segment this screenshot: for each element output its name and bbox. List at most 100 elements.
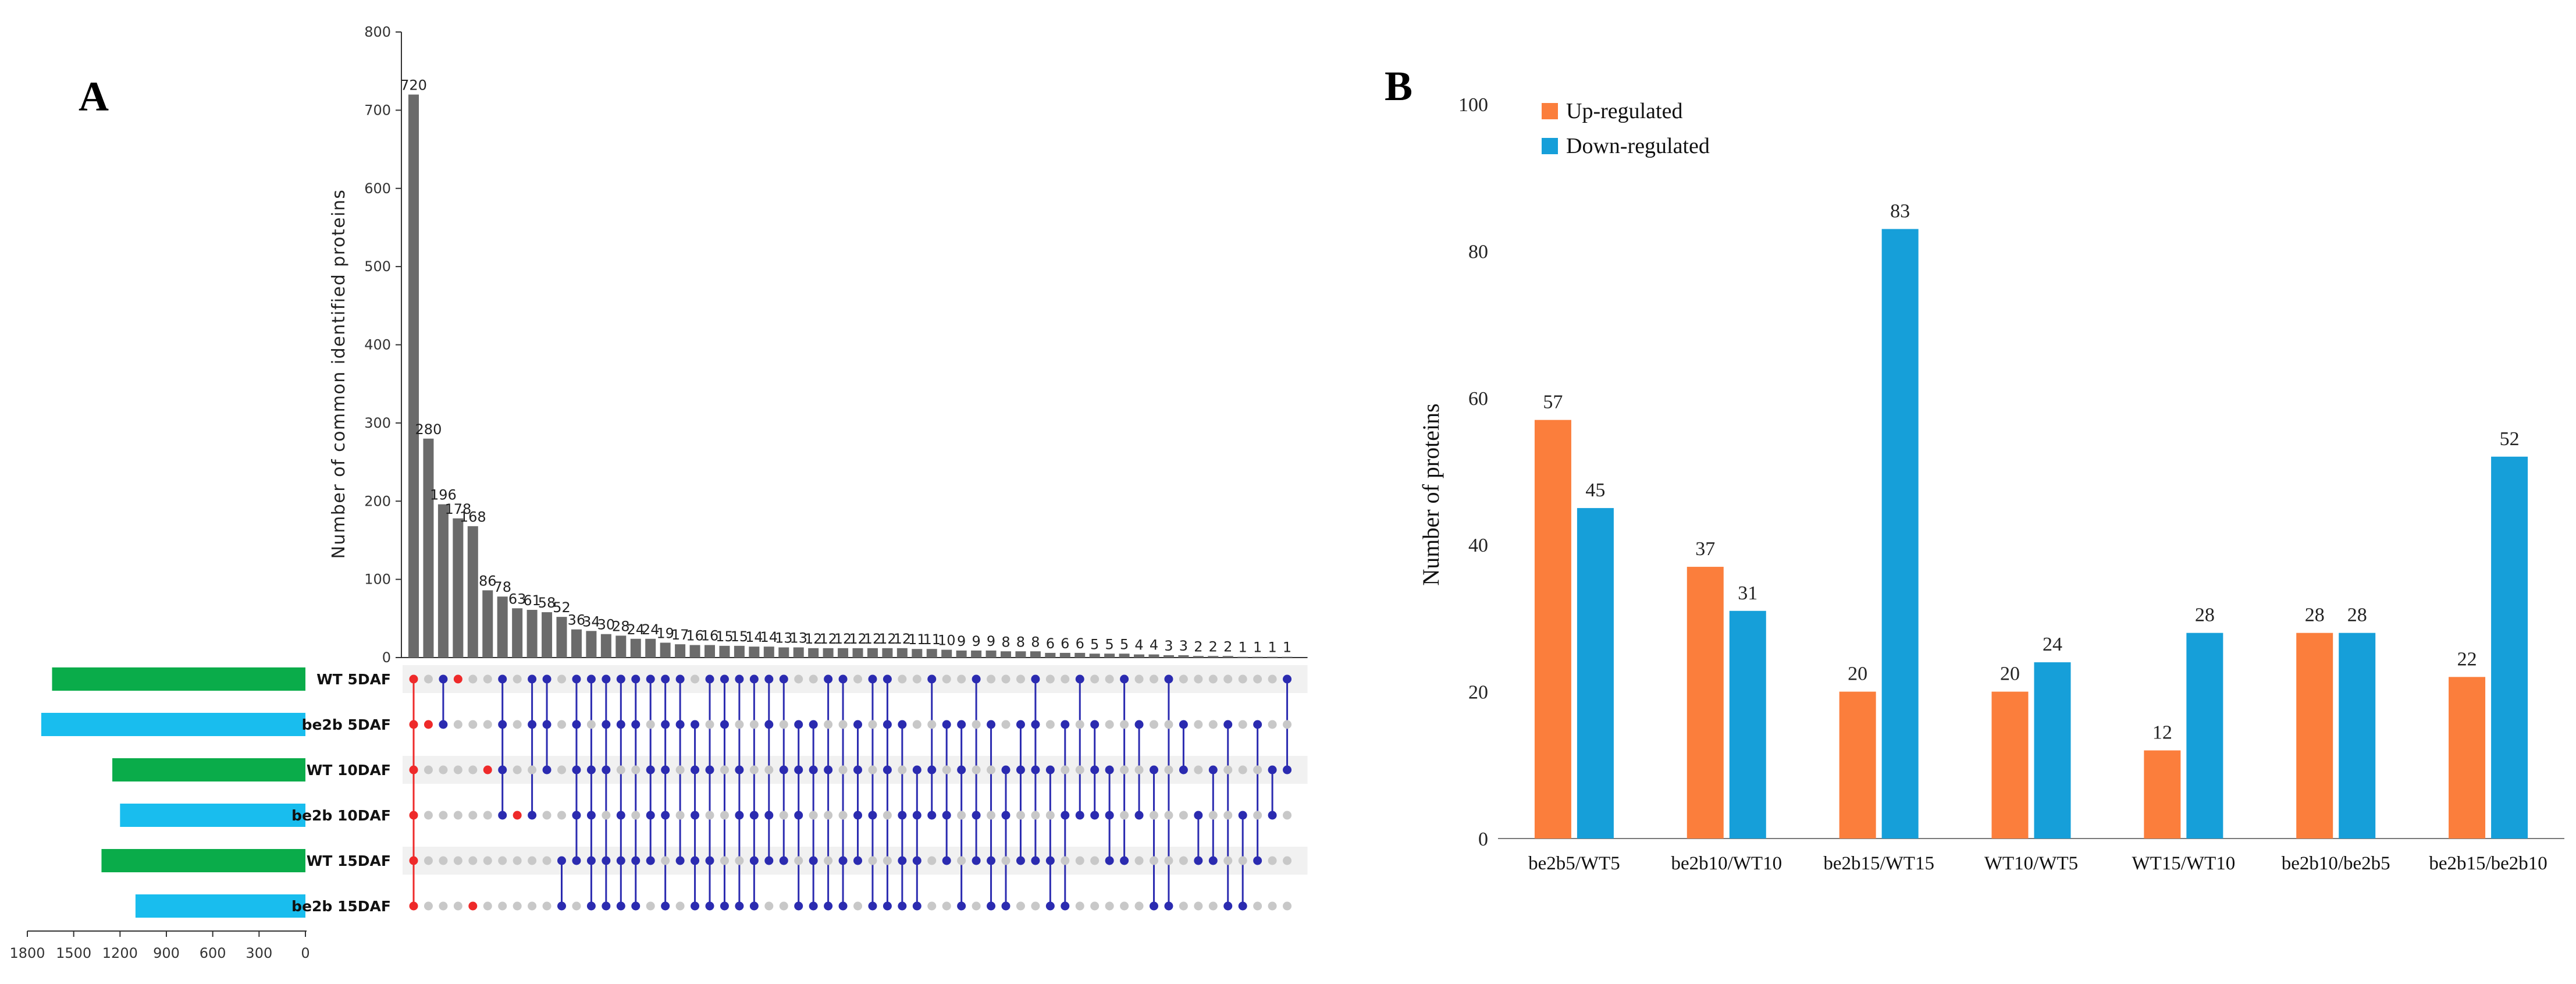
y-tick-label: 500 [364, 258, 391, 275]
matrix-dot-active [1045, 856, 1055, 865]
matrix-dot-active [957, 765, 966, 775]
matrix-dot-inactive [1016, 811, 1025, 820]
matrix-dot-active [794, 720, 803, 729]
intersection-value-label: 280 [415, 421, 442, 438]
matrix-dot-inactive [1105, 674, 1114, 684]
matrix-dot-active [764, 856, 774, 865]
intersection-bar [941, 649, 952, 658]
matrix-dot-active [1090, 811, 1100, 820]
matrix-dot-inactive [1179, 811, 1188, 820]
matrix-dot-active [409, 674, 418, 684]
matrix-dot-active [572, 765, 581, 775]
matrix-dot-inactive [557, 720, 566, 729]
matrix-dot-inactive [957, 811, 966, 820]
matrix-dot-inactive [453, 720, 462, 729]
matrix-dot-inactive [1105, 720, 1114, 729]
matrix-dot-inactive [809, 811, 818, 820]
matrix-dot-active [616, 720, 625, 729]
matrix-dot-inactive [468, 811, 478, 820]
matrix-dot-active [705, 901, 714, 911]
intersection-value-label: 12 [805, 631, 823, 647]
matrix-dot-inactive [749, 765, 759, 775]
matrix-dot-inactive [824, 811, 833, 820]
intersection-bar [793, 647, 804, 658]
matrix-dot-inactive [898, 765, 907, 775]
matrix-dot-active [1031, 856, 1040, 865]
intersection-value-label: 12 [834, 631, 852, 647]
matrix-dot-active [1031, 765, 1040, 775]
matrix-dot-inactive [883, 856, 892, 865]
matrix-dot-inactive [661, 856, 670, 865]
matrix-dot-active [735, 765, 744, 775]
matrix-dot-inactive [468, 856, 478, 865]
matrix-dot-active [883, 901, 892, 911]
y-tick-label: 60 [1468, 388, 1488, 410]
matrix-dot-active [1164, 901, 1173, 911]
intersection-value-label: 61 [523, 592, 541, 609]
matrix-dot-active [705, 674, 714, 684]
bar-up [1839, 691, 1876, 839]
bar-value-label: 28 [2305, 605, 2325, 626]
intersection-bar [689, 645, 700, 658]
bar-value-label: 12 [2152, 722, 2172, 744]
matrix-dot-inactive [972, 765, 981, 775]
matrix-dot-active [1105, 856, 1114, 865]
intersection-bar [852, 648, 863, 658]
intersection-value-label: 86 [479, 573, 497, 589]
matrix-dot-active [675, 856, 685, 865]
matrix-dot-inactive [927, 856, 937, 865]
matrix-dot-active [1120, 674, 1129, 684]
matrix-dot-active [498, 720, 507, 729]
matrix-dot-active [572, 674, 581, 684]
matrix-dot-active [557, 901, 566, 911]
legend-swatch [1542, 138, 1558, 154]
bar-value-label: 83 [1890, 201, 1910, 222]
panel-b: B 0 20 40 60 80 100 Number of proteins 57 45 be2b… [1355, 0, 2576, 984]
intersection-value-label: 15 [716, 628, 734, 645]
matrix-dot-inactive [1179, 674, 1188, 684]
intersection-bar [705, 645, 715, 658]
intersection-bar [1059, 652, 1070, 658]
matrix-dot-inactive [824, 856, 833, 865]
matrix-dot-inactive [542, 856, 552, 865]
set-size-bar [112, 758, 306, 781]
matrix-dot-inactive [705, 720, 714, 729]
intersection-value-label: 5 [1120, 636, 1129, 652]
intersection-value-label: 4 [1150, 637, 1158, 653]
intersection-value-label: 1 [1253, 640, 1262, 656]
matrix-dot-active [838, 901, 848, 911]
matrix-dot-active [720, 901, 729, 911]
set-name-label: WT 10DAF [307, 762, 391, 779]
matrix-dot-active [794, 765, 803, 775]
matrix-dot-active [1179, 765, 1188, 775]
matrix-dot-inactive [1105, 901, 1114, 911]
matrix-dot-inactive [720, 856, 729, 865]
matrix-dot-active [942, 856, 951, 865]
matrix-dot-inactive [483, 901, 492, 911]
matrix-dot-inactive [957, 856, 966, 865]
intersection-value-label: 63 [508, 591, 526, 607]
bar-value-label: 45 [1585, 479, 1605, 501]
matrix-dot-inactive [838, 765, 848, 775]
intersection-value-label: 1 [1268, 640, 1276, 656]
matrix-dot-active [1090, 720, 1100, 729]
set-size-tick-label: 300 [245, 945, 272, 961]
panel-a-label: A [79, 73, 109, 120]
matrix-dot-active [824, 674, 833, 684]
matrix-dot-active [586, 765, 596, 775]
matrix-dot-active [439, 674, 448, 684]
matrix-dot-inactive [764, 765, 774, 775]
set-size-bar [101, 849, 305, 872]
matrix-dot-inactive [1253, 901, 1262, 911]
set-name-label: be2b 10DAF [291, 807, 391, 824]
matrix-dot-inactive [1223, 856, 1233, 865]
matrix-dot-active [1253, 720, 1262, 729]
matrix-dot-active [409, 856, 418, 865]
intersection-bar [675, 644, 686, 658]
matrix-dot-inactive [942, 674, 951, 684]
matrix-dot-inactive [1223, 765, 1233, 775]
matrix-dot-inactive [1120, 901, 1129, 911]
intersection-value-label: 2 [1223, 638, 1232, 655]
matrix-dot-inactive [513, 765, 522, 775]
panel-b-label: B [1385, 63, 1412, 109]
